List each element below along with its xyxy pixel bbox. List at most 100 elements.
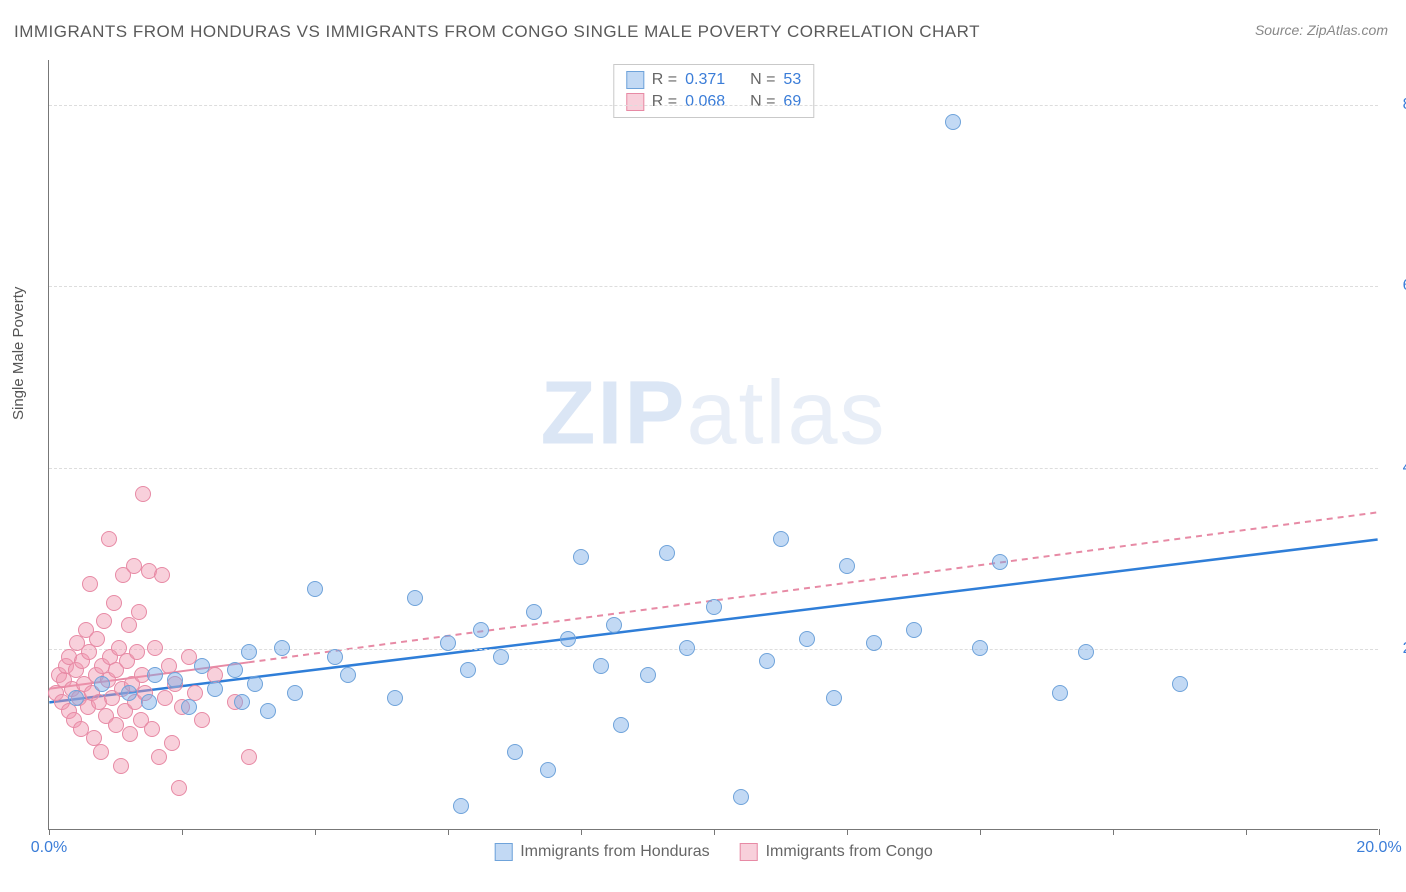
data-point bbox=[866, 635, 882, 651]
y-tick-label: 60.0% bbox=[1388, 277, 1406, 295]
data-point bbox=[247, 676, 263, 692]
data-point bbox=[147, 640, 163, 656]
y-tick-label: 40.0% bbox=[1388, 459, 1406, 477]
data-point bbox=[507, 744, 523, 760]
data-point bbox=[260, 703, 276, 719]
legend-r-value-honduras: 0.371 bbox=[685, 69, 725, 91]
data-point bbox=[453, 798, 469, 814]
x-tick bbox=[980, 829, 981, 835]
gridline bbox=[49, 468, 1378, 469]
x-tick bbox=[49, 829, 50, 835]
watermark-bold: ZIP bbox=[540, 363, 686, 463]
data-point bbox=[307, 581, 323, 597]
data-point bbox=[167, 672, 183, 688]
source-attribution: Source: ZipAtlas.com bbox=[1255, 22, 1388, 38]
data-point bbox=[1052, 685, 1068, 701]
legend-n-value-congo: 69 bbox=[783, 91, 801, 113]
x-tick bbox=[847, 829, 848, 835]
data-point bbox=[799, 631, 815, 647]
legend-n-label: N = bbox=[750, 91, 775, 113]
data-point bbox=[122, 726, 138, 742]
legend-swatch bbox=[494, 843, 512, 861]
trend-lines-svg bbox=[49, 60, 1378, 829]
data-point bbox=[945, 114, 961, 130]
legend-label: Immigrants from Congo bbox=[766, 843, 933, 861]
data-point bbox=[151, 749, 167, 765]
y-tick-label: 80.0% bbox=[1388, 96, 1406, 114]
data-point bbox=[1172, 676, 1188, 692]
data-point bbox=[108, 717, 124, 733]
gridline bbox=[49, 105, 1378, 106]
data-point bbox=[613, 717, 629, 733]
data-point bbox=[640, 667, 656, 683]
data-point bbox=[274, 640, 290, 656]
data-point bbox=[234, 694, 250, 710]
data-point bbox=[94, 676, 110, 692]
data-point bbox=[93, 744, 109, 760]
x-tick bbox=[714, 829, 715, 835]
data-point bbox=[96, 613, 112, 629]
data-point bbox=[773, 531, 789, 547]
legend-r-label: R = bbox=[652, 69, 677, 91]
x-tick bbox=[448, 829, 449, 835]
legend-row-honduras: R = 0.371 N = 53 bbox=[626, 69, 801, 91]
data-point bbox=[839, 558, 855, 574]
data-point bbox=[1078, 644, 1094, 660]
x-tick-label: 20.0% bbox=[1356, 839, 1401, 857]
legend-correlation: R = 0.371 N = 53 R = 0.068 N = 69 bbox=[613, 64, 814, 118]
data-point bbox=[194, 658, 210, 674]
legend-swatch bbox=[740, 843, 758, 861]
data-point bbox=[141, 694, 157, 710]
chart-container: IMMIGRANTS FROM HONDURAS VS IMMIGRANTS F… bbox=[0, 0, 1406, 892]
legend-swatch-congo bbox=[626, 93, 644, 111]
data-point bbox=[171, 780, 187, 796]
watermark-rest: atlas bbox=[686, 363, 886, 463]
data-point bbox=[131, 604, 147, 620]
legend-item: Immigrants from Congo bbox=[740, 843, 933, 861]
data-point bbox=[194, 712, 210, 728]
legend-label: Immigrants from Honduras bbox=[520, 843, 709, 861]
data-point bbox=[68, 690, 84, 706]
legend-item: Immigrants from Honduras bbox=[494, 843, 709, 861]
data-point bbox=[129, 644, 145, 660]
data-point bbox=[573, 549, 589, 565]
legend-n-label: N = bbox=[750, 69, 775, 91]
x-tick bbox=[315, 829, 316, 835]
data-point bbox=[164, 735, 180, 751]
data-point bbox=[241, 644, 257, 660]
data-point bbox=[82, 576, 98, 592]
data-point bbox=[207, 681, 223, 697]
data-point bbox=[473, 622, 489, 638]
data-point bbox=[706, 599, 722, 615]
x-tick bbox=[1246, 829, 1247, 835]
legend-row-congo: R = 0.068 N = 69 bbox=[626, 91, 801, 113]
data-point bbox=[287, 685, 303, 701]
data-point bbox=[560, 631, 576, 647]
data-point bbox=[106, 595, 122, 611]
data-point bbox=[241, 749, 257, 765]
data-point bbox=[147, 667, 163, 683]
legend-series: Immigrants from Honduras Immigrants from … bbox=[494, 843, 933, 861]
data-point bbox=[826, 690, 842, 706]
x-tick bbox=[182, 829, 183, 835]
data-point bbox=[89, 631, 105, 647]
gridline bbox=[49, 286, 1378, 287]
data-point bbox=[135, 486, 151, 502]
data-point bbox=[113, 758, 129, 774]
data-point bbox=[992, 554, 1008, 570]
data-point bbox=[659, 545, 675, 561]
data-point bbox=[154, 567, 170, 583]
data-point bbox=[407, 590, 423, 606]
legend-swatch-honduras bbox=[626, 71, 644, 89]
legend-r-value-congo: 0.068 bbox=[685, 91, 725, 113]
y-tick-label: 20.0% bbox=[1388, 640, 1406, 658]
data-point bbox=[387, 690, 403, 706]
data-point bbox=[81, 644, 97, 660]
data-point bbox=[340, 667, 356, 683]
data-point bbox=[101, 531, 117, 547]
y-axis-label: Single Male Poverty bbox=[10, 287, 27, 420]
data-point bbox=[493, 649, 509, 665]
data-point bbox=[526, 604, 542, 620]
data-point bbox=[460, 662, 476, 678]
x-tick-label: 0.0% bbox=[31, 839, 67, 857]
